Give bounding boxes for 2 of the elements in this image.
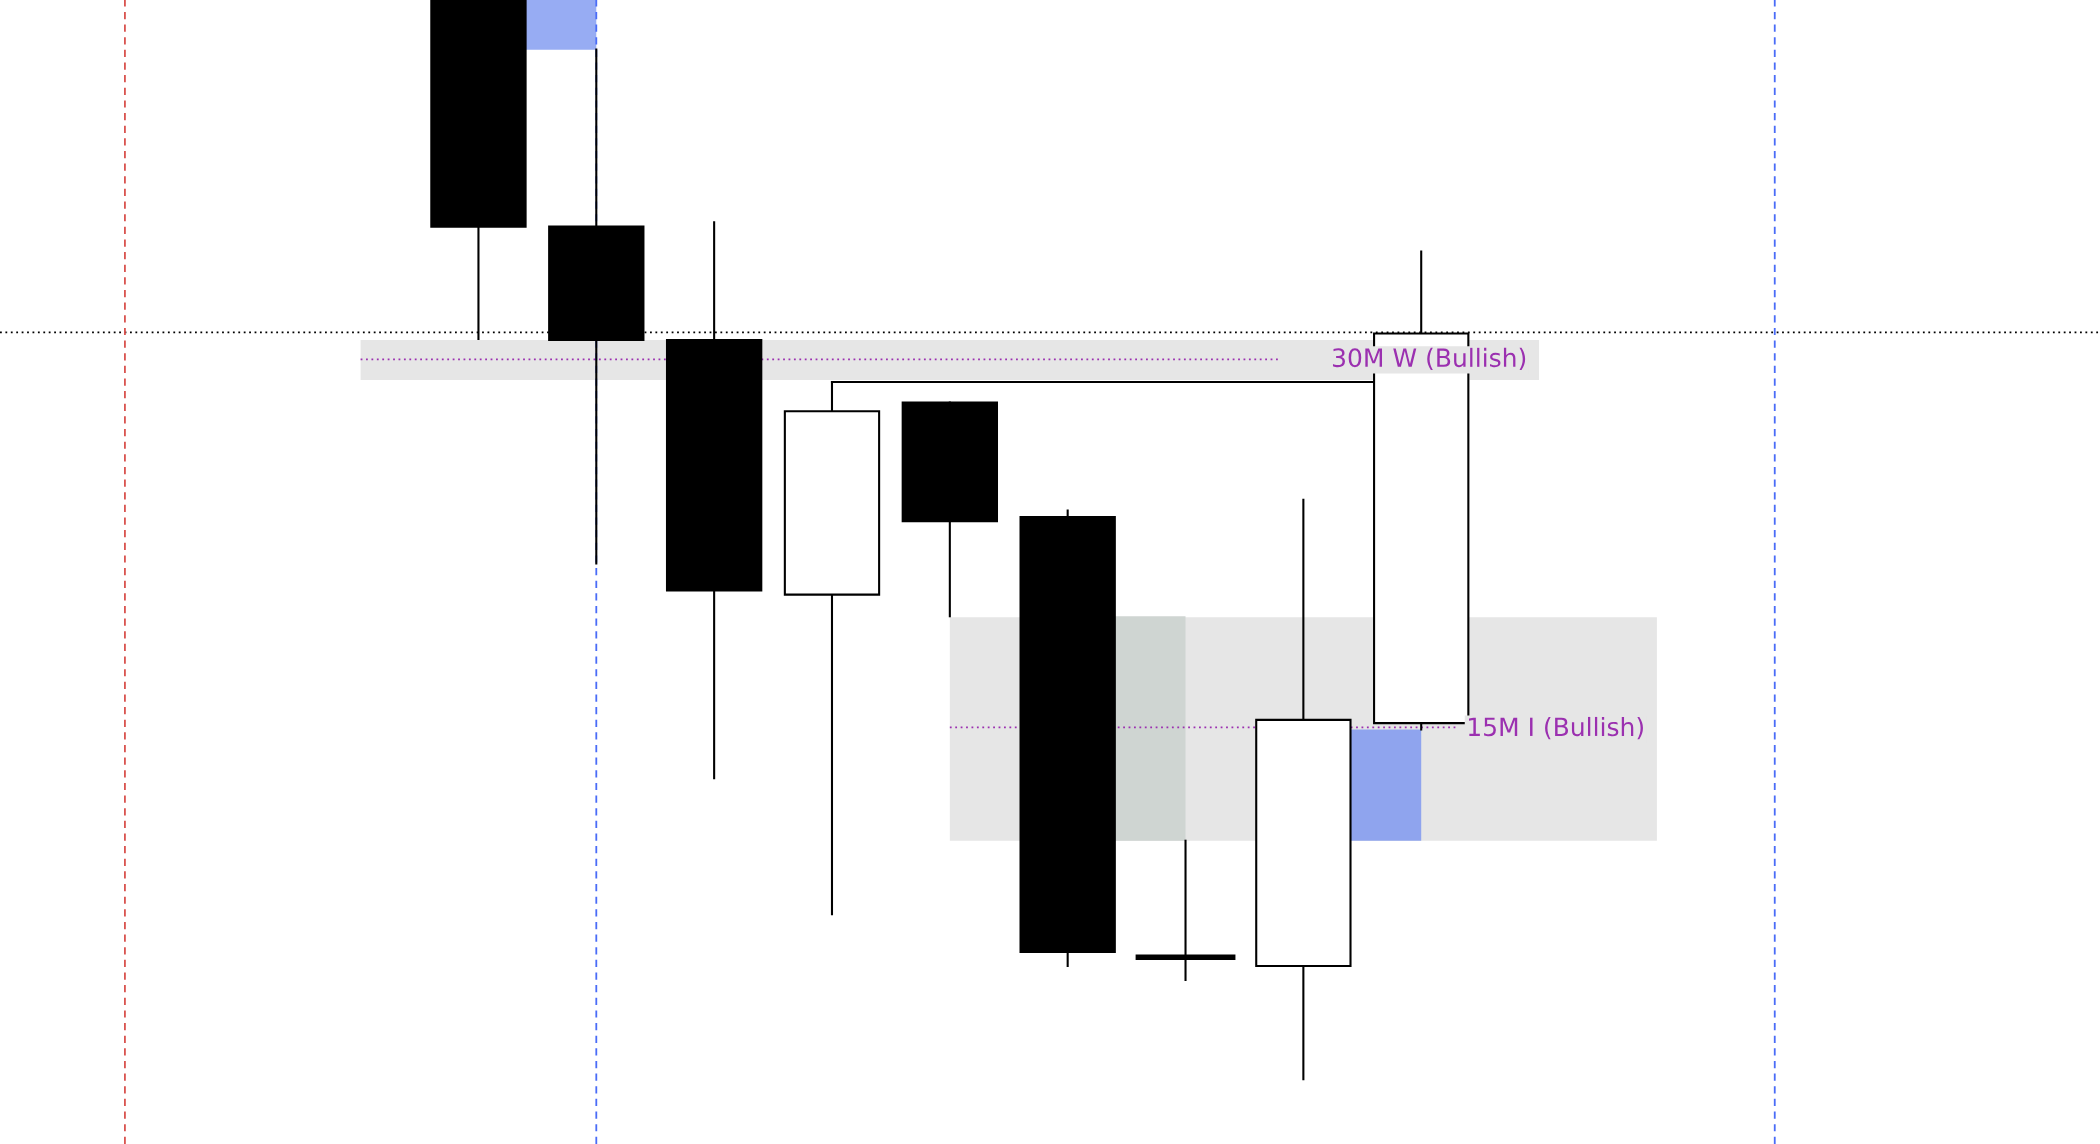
- band-label: 15M I (Bullish): [1469, 716, 1643, 740]
- band-label: 30M W (Bullish): [1332, 347, 1526, 371]
